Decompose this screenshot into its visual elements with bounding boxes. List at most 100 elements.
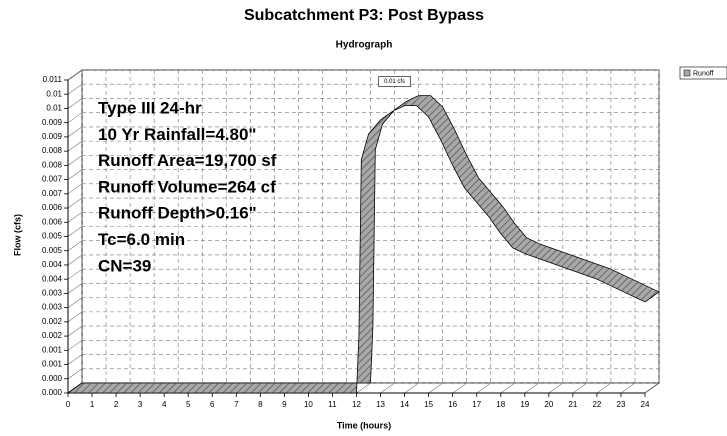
x-tick-label: 19 (520, 400, 529, 409)
x-tick-label: 16 (448, 400, 457, 409)
grid-line (644, 382, 660, 394)
x-tick-label: 1 (90, 400, 95, 409)
chart-subtitle: Hydrograph (336, 40, 393, 51)
y-tick-label: 0.01 (46, 89, 62, 98)
grid-line (572, 382, 588, 394)
grid-line (67, 183, 83, 195)
x-tick-label: 13 (376, 400, 385, 409)
x-tick-label: 7 (234, 400, 239, 409)
grid-line (67, 311, 83, 323)
grid-line (67, 368, 83, 380)
y-tick-label: 0.007 (42, 175, 63, 184)
annotation: Runoff Volume=264 cf (98, 177, 276, 196)
chart-title: Subcatchment P3: Post Bypass (244, 7, 484, 24)
grid-line (67, 297, 83, 308)
x-tick-label: 10 (304, 400, 313, 409)
x-tick-label: 2 (114, 400, 119, 409)
grid-line (524, 382, 539, 394)
y-tick-label: 0.005 (42, 246, 63, 255)
legend-box (679, 66, 727, 80)
grid-line (67, 112, 83, 123)
annotation: CN=39 (98, 256, 151, 275)
x-tick-label: 11 (328, 400, 337, 409)
grid-line (67, 354, 83, 365)
y-tick-label: 0.000 (42, 374, 63, 383)
grid-line (67, 140, 83, 152)
x-tick-label: 0 (66, 400, 71, 409)
y-tick-label: 0.001 (42, 345, 63, 354)
x-tick-label: 9 (282, 400, 287, 409)
x-tick-label: 21 (568, 400, 577, 409)
y-tick-label: 0.011 (43, 75, 63, 84)
grid-line (356, 382, 371, 394)
grid-line (67, 268, 83, 280)
peak-label-box (378, 76, 411, 87)
x-tick-label: 20 (544, 400, 553, 409)
grid-line (404, 382, 419, 394)
grid-line (596, 382, 612, 394)
x-tick-label: 6 (210, 400, 215, 409)
ribbon (67, 95, 660, 394)
grid-line (620, 382, 636, 394)
y-tick-label: 0.01 (46, 104, 62, 113)
x-tick-label: 14 (400, 400, 409, 409)
grid-line (67, 126, 83, 138)
y-tick-label: 0.005 (42, 232, 63, 241)
annotation: 10 Yr Rainfall=4.80" (98, 125, 256, 144)
grid-line (67, 197, 83, 209)
legend-label: Runoff (693, 70, 714, 77)
y-tick-label: 0.009 (42, 118, 63, 127)
annotation: Runoff Area=19,700 sf (98, 151, 277, 170)
grid-line (67, 240, 83, 251)
y-tick-label: 0.003 (42, 289, 63, 298)
grid-line (67, 69, 83, 81)
x-tick-label: 8 (258, 400, 263, 409)
grid-line (548, 382, 564, 394)
y-tick-label: 0.003 (42, 303, 63, 312)
x-axis-label: Time (hours) (337, 420, 391, 430)
annotation: Runoff Depth>0.16" (98, 204, 257, 223)
grid-line (67, 155, 83, 166)
x-tick-label: 12 (352, 400, 361, 409)
grid-line (67, 226, 83, 237)
y-tick-label: 0.009 (42, 132, 63, 141)
x-tick-label: 17 (472, 400, 481, 409)
grid-line (428, 382, 443, 394)
y-tick-label: 0.000 (42, 388, 63, 397)
x-tick-label: 5 (186, 400, 191, 409)
x-tick-label: 18 (496, 400, 505, 409)
grid-line (67, 212, 83, 223)
x-tick-label: 4 (162, 400, 167, 409)
y-tick-label: 0.004 (42, 260, 63, 269)
y-tick-label: 0.007 (42, 189, 63, 198)
y-tick-label: 0.008 (42, 160, 63, 169)
x-tick-label: 22 (592, 400, 601, 409)
y-axis-label: Flow (cfs) (12, 214, 22, 256)
y-tick-label: 0.006 (42, 203, 63, 212)
y-tick-label: 0.001 (42, 360, 63, 369)
x-tick-label: 24 (641, 400, 650, 409)
grid-line (67, 83, 83, 95)
y-tick-label: 0.002 (42, 331, 63, 340)
legend-swatch (683, 69, 691, 77)
grid-line (67, 340, 83, 351)
grid-line (500, 382, 515, 394)
y-tick-label: 0.008 (42, 146, 63, 155)
y-tick-label: 0.004 (42, 274, 63, 283)
grid-line (67, 169, 83, 180)
grid-line (452, 382, 467, 394)
grid-line (67, 283, 83, 294)
peak-label: 0.01 cfs (384, 79, 405, 85)
grid-line (476, 382, 491, 394)
grid-line (67, 254, 83, 266)
grid-line (380, 382, 395, 394)
x-tick-label: 15 (424, 400, 433, 409)
x-tick-label: 23 (617, 400, 626, 409)
y-tick-label: 0.006 (42, 217, 63, 226)
grid-line (67, 325, 83, 337)
annotation: Tc=6.0 min (98, 230, 185, 249)
grid-line (67, 98, 83, 109)
x-tick-label: 3 (138, 400, 143, 409)
